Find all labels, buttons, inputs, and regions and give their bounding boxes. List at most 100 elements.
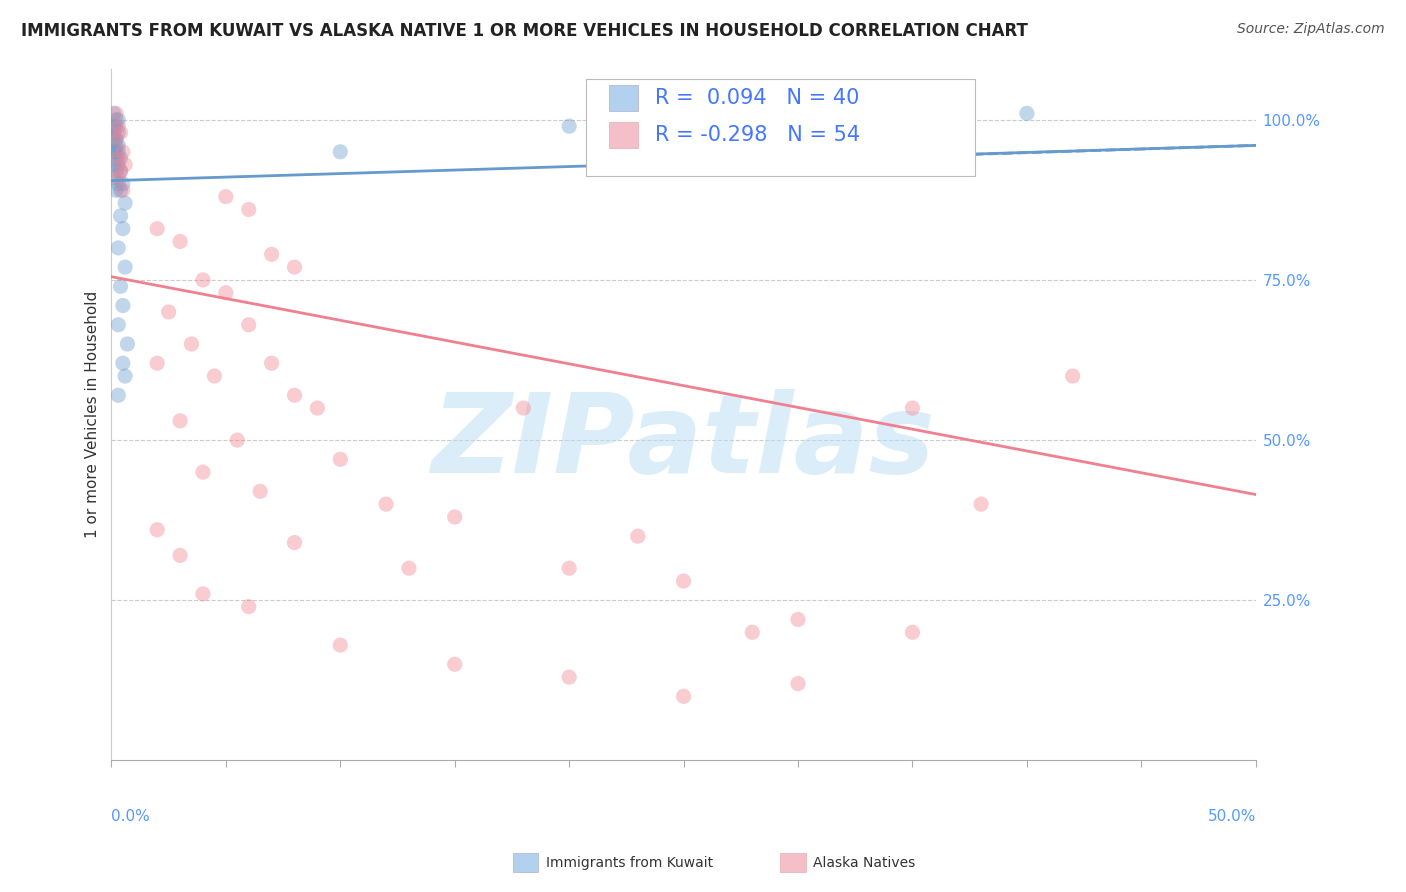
Point [103,126,125,140]
Point [283,535,305,549]
Point [110,209,132,223]
Point [238,202,260,217]
Point [238,318,260,332]
Point [329,638,352,652]
Text: IMMIGRANTS FROM KUWAIT VS ALASKA NATIVE 1 OR MORE VEHICLES IN HOUSEHOLD CORRELAT: IMMIGRANTS FROM KUWAIT VS ALASKA NATIVE … [21,22,1028,40]
Point [260,356,283,370]
Point [103,170,125,185]
Point [558,670,581,684]
Point [249,484,271,499]
Point [114,158,136,172]
Point [107,119,129,133]
Point [672,574,695,588]
Point [672,690,695,704]
Point [307,401,329,415]
Point [114,260,136,274]
Point [111,145,134,159]
Point [191,587,214,601]
Point [111,221,134,235]
Point [110,183,132,197]
Point [146,356,169,370]
Point [558,561,581,575]
Point [398,561,420,575]
Point [787,612,810,626]
Point [226,433,249,447]
Point [157,305,180,319]
Point [169,414,191,428]
Point [107,388,129,402]
Y-axis label: 1 or more Vehicles in Household: 1 or more Vehicles in Household [86,291,100,538]
Point [110,151,132,165]
Point [443,657,465,672]
Point [104,151,127,165]
Point [146,523,169,537]
Point [104,145,127,159]
Point [283,260,305,274]
Point [741,625,763,640]
Point [107,138,129,153]
Point [329,145,352,159]
Point [103,106,125,120]
Point [117,337,139,351]
Point [111,183,134,197]
Point [180,337,202,351]
Point [104,119,127,133]
Point [111,177,134,191]
Point [901,625,924,640]
Point [104,183,127,197]
Point [169,549,191,563]
Point [114,369,136,384]
Text: ZIPatlas: ZIPatlas [432,389,935,496]
Point [283,388,305,402]
FancyBboxPatch shape [586,78,976,176]
FancyBboxPatch shape [609,85,638,112]
Point [191,273,214,287]
Point [901,401,924,415]
Point [104,132,127,146]
Point [107,177,129,191]
Text: 0.0%: 0.0% [111,809,150,824]
Text: Source: ZipAtlas.com: Source: ZipAtlas.com [1237,22,1385,37]
Point [1062,369,1084,384]
Point [104,138,127,153]
Point [107,170,129,185]
Point [110,279,132,293]
Point [1015,106,1038,120]
Point [107,241,129,255]
Point [970,497,993,511]
Text: Immigrants from Kuwait: Immigrants from Kuwait [546,855,713,870]
Point [104,132,127,146]
Text: R = -0.298   N = 54: R = -0.298 N = 54 [655,125,860,145]
Point [191,465,214,479]
Point [103,119,125,133]
Text: 50.0%: 50.0% [1208,809,1256,824]
Point [787,676,810,690]
Point [107,126,129,140]
Point [169,235,191,249]
Point [104,106,127,120]
FancyBboxPatch shape [609,122,638,148]
Point [114,196,136,211]
Point [107,158,129,172]
Point [215,189,238,203]
Point [443,510,465,524]
Point [104,112,127,127]
Point [107,112,129,127]
Point [111,299,134,313]
Point [107,318,129,332]
Point [512,401,534,415]
Point [329,452,352,467]
Point [104,164,127,178]
Point [627,529,650,543]
Point [202,369,225,384]
Point [146,221,169,235]
Point [103,158,125,172]
Text: Alaska Natives: Alaska Natives [813,855,915,870]
Point [110,164,132,178]
Point [238,599,260,614]
Point [103,132,125,146]
Point [107,145,129,159]
Point [260,247,283,261]
Point [215,285,238,300]
Point [107,151,129,165]
